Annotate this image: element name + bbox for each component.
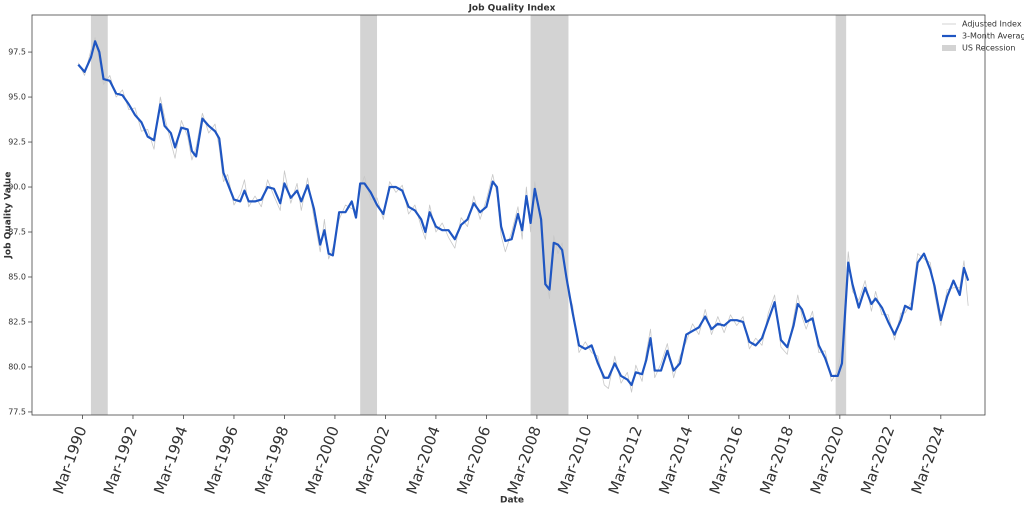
x-tick-label: Mar-1994 — [150, 424, 191, 497]
recession-band — [90, 15, 108, 415]
plot-lines — [77, 37, 970, 393]
x-tick-label: Mar-2008 — [504, 424, 545, 497]
x-tick-label: Mar-2018 — [756, 424, 797, 497]
x-tick-label: Mar-2020 — [807, 424, 848, 497]
y-axis-label: Job Quality Value — [4, 172, 14, 260]
legend-swatch — [942, 45, 956, 51]
recession-band — [835, 15, 847, 415]
x-tick-label: Mar-2002 — [352, 424, 393, 497]
chart-title: Job Quality Index — [468, 4, 556, 14]
x-axis-label: Date — [500, 496, 524, 506]
x-tick-label: Mar-2012 — [605, 424, 646, 497]
x-tick-label: Mar-2016 — [706, 424, 747, 497]
legend-label: 3-Month Average — [962, 32, 1024, 41]
recession-band — [360, 15, 378, 415]
x-tick-label: Mar-1992 — [100, 424, 141, 497]
legend-label: Adjusted Index — [962, 20, 1022, 29]
recession-band — [530, 15, 569, 415]
y-tick-label: 97.5 — [8, 48, 26, 57]
x-tick-label: Mar-2006 — [453, 424, 494, 497]
legend-label: US Recession — [962, 44, 1015, 53]
x-tick-label: Mar-1990 — [49, 424, 90, 497]
y-tick-label: 77.5 — [8, 407, 26, 416]
x-tick-label: Mar-2014 — [655, 424, 696, 497]
y-tick-label: 80.0 — [8, 362, 26, 371]
y-tick-label: 95.0 — [8, 93, 26, 102]
x-tick-label: Mar-2010 — [554, 424, 595, 497]
x-tick-label: Mar-2022 — [857, 424, 898, 497]
y-tick-label: 90.0 — [8, 183, 26, 192]
x-tick-label: Mar-1998 — [251, 424, 292, 497]
plot-frame — [31, 14, 986, 416]
x-tick-label: Mar-2004 — [403, 424, 444, 497]
recession-regions — [90, 15, 847, 415]
y-tick-label: 87.5 — [8, 228, 26, 237]
y-tick-label: 85.0 — [8, 272, 26, 281]
x-tick-label: Mar-1996 — [201, 424, 242, 497]
y-tick-label: 92.5 — [8, 138, 26, 147]
x-tick-label: Mar-2024 — [908, 424, 949, 497]
y-tick-label: 82.5 — [8, 317, 26, 326]
legend: Adjusted Index 3-Month Average US Recessio… — [942, 20, 1024, 53]
x-tick-label: Mar-2000 — [302, 424, 343, 497]
series-line — [77, 40, 970, 387]
